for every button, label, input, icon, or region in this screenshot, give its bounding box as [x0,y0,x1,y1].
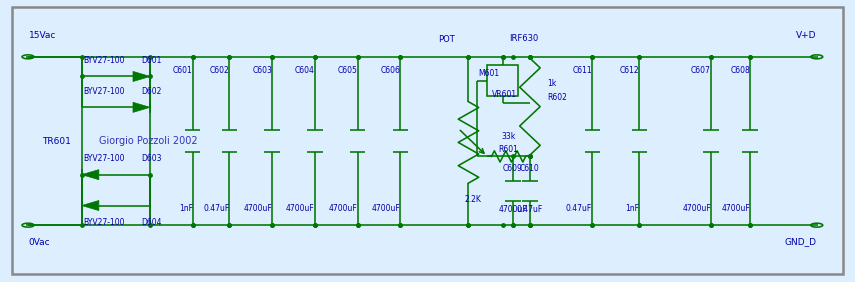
FancyBboxPatch shape [12,7,843,274]
Text: C610: C610 [520,164,540,173]
Text: 0.47uF: 0.47uF [566,204,593,213]
Text: D603: D603 [142,154,162,163]
Text: C606: C606 [380,66,400,75]
Text: BYV27-100: BYV27-100 [84,219,125,228]
Text: C609: C609 [503,164,522,173]
Text: C605: C605 [338,66,357,75]
Text: Giorgio Pozzoli 2002: Giorgio Pozzoli 2002 [99,136,198,146]
Text: BYV27-100: BYV27-100 [84,56,125,65]
Text: BYV27-100: BYV27-100 [84,87,125,96]
Text: D602: D602 [142,87,162,96]
Text: C601: C601 [173,66,192,75]
Text: BYV27-100: BYV27-100 [84,154,125,163]
Text: 1nF: 1nF [179,204,192,213]
Text: R602: R602 [547,93,567,102]
Text: VR601: VR601 [492,90,517,99]
Polygon shape [82,169,99,180]
Text: 0.47uF: 0.47uF [516,205,543,214]
Text: 4700uF: 4700uF [498,205,528,214]
Polygon shape [82,201,99,211]
Text: 4700uF: 4700uF [682,204,711,213]
Text: D601: D601 [142,56,162,65]
Text: C611: C611 [573,66,593,75]
Text: 4700uF: 4700uF [329,204,357,213]
Text: 4700uF: 4700uF [722,204,750,213]
Text: TR601: TR601 [42,136,71,146]
Text: C603: C603 [252,66,272,75]
Text: 0.47uF: 0.47uF [203,204,229,213]
Polygon shape [133,71,150,81]
Text: 15Vac: 15Vac [29,31,56,40]
Text: POT: POT [438,36,455,45]
Text: V+D: V+D [796,31,817,40]
Text: R601: R601 [498,145,518,154]
Text: M601: M601 [479,69,500,78]
Text: 4700uF: 4700uF [371,204,400,213]
Text: 1nF: 1nF [625,204,640,213]
Text: GND_D: GND_D [785,237,817,246]
Polygon shape [133,102,150,113]
Text: D604: D604 [142,219,162,228]
Text: 1k: 1k [547,79,557,88]
Bar [487,65,518,96]
Text: C607: C607 [691,66,711,75]
Text: C612: C612 [620,66,640,75]
Text: 4700uF: 4700uF [244,204,272,213]
Text: 4700uF: 4700uF [286,204,315,213]
Text: C604: C604 [295,66,315,75]
Text: IRF630: IRF630 [510,34,539,43]
Text: 0Vac: 0Vac [29,237,50,246]
Text: C608: C608 [730,66,750,75]
Text: 2.2K: 2.2K [464,195,481,204]
Text: 33k: 33k [502,132,516,141]
Text: C602: C602 [209,66,229,75]
